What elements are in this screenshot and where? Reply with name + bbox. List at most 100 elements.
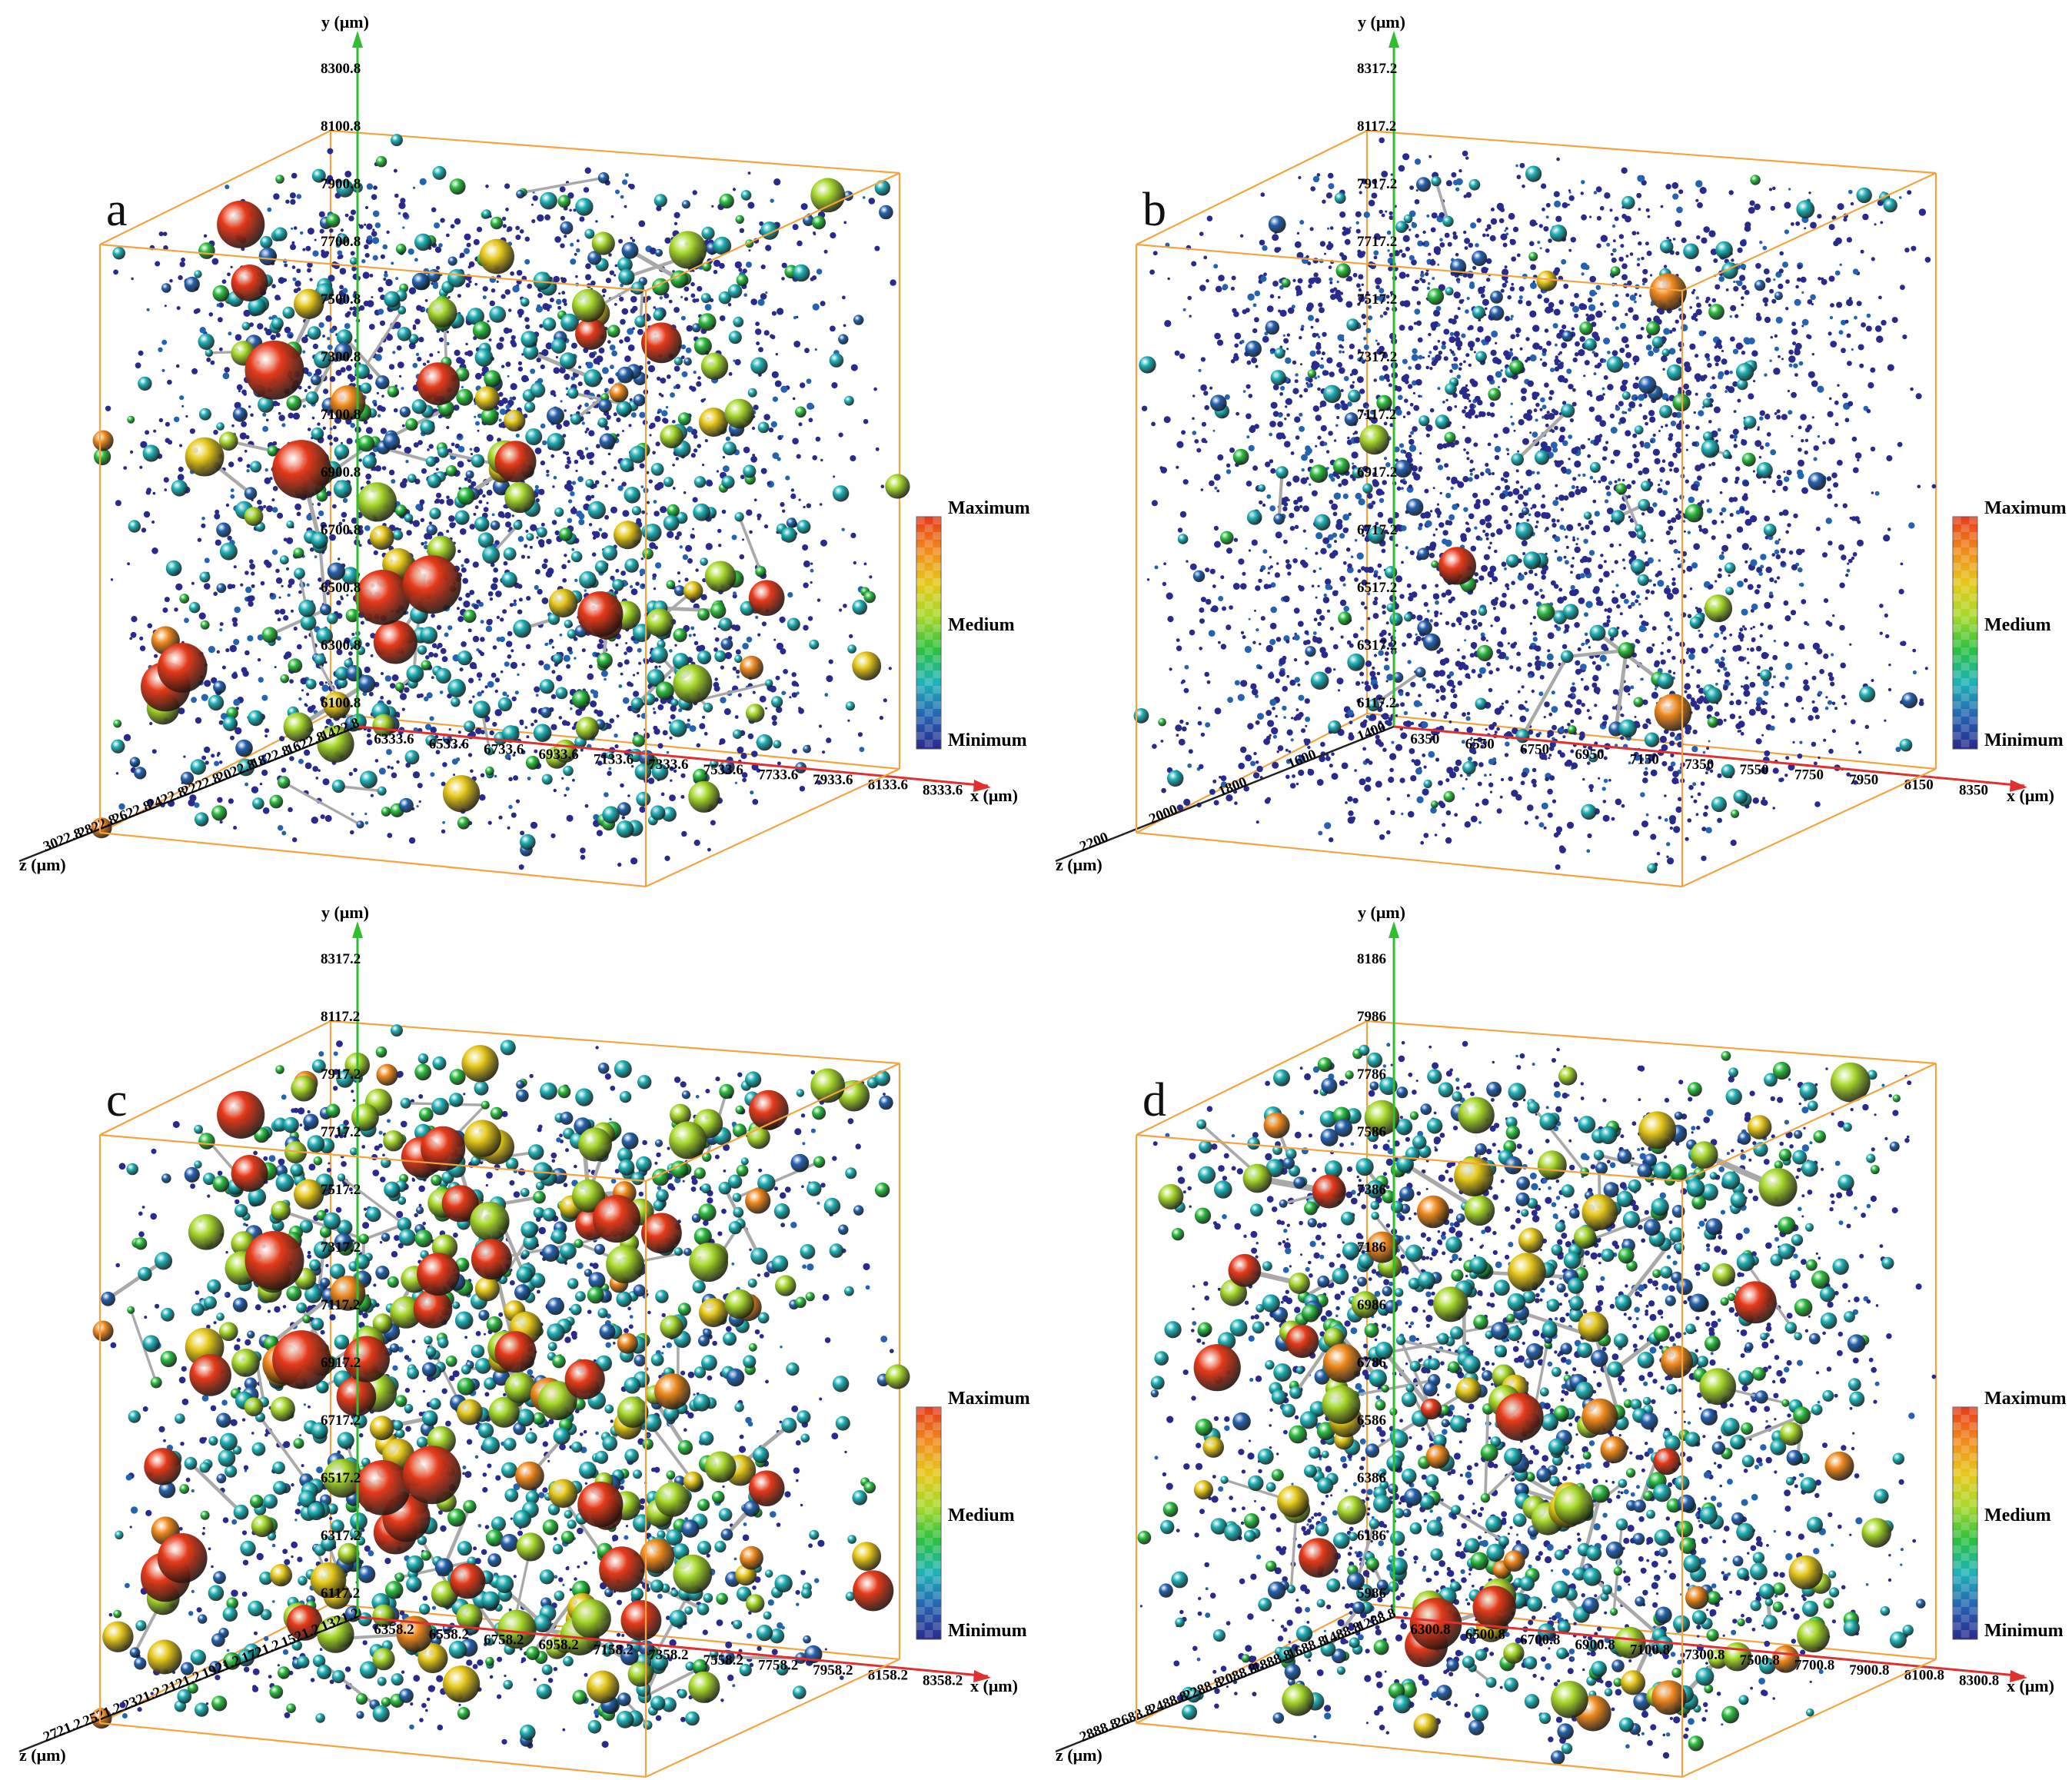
pore-dot: [1797, 469, 1803, 476]
panel-b: y (μm) 8317.2 8117.2 7917.2 7717.2 7517.2 7317…: [1036, 0, 2072, 890]
pore-dot: [510, 661, 518, 670]
pore-sphere: [879, 205, 893, 220]
pore-dot: [1801, 599, 1807, 604]
pore-dot: [652, 451, 656, 455]
pore-sphere: [282, 306, 295, 319]
pore-dot: [265, 561, 272, 568]
pore-dot: [1500, 369, 1503, 372]
pore-dot: [1651, 691, 1658, 699]
pore-dot: [416, 694, 421, 699]
pore-sphere: [392, 530, 404, 541]
pore-dot: [672, 420, 676, 424]
colorbar-checker: [916, 563, 925, 571]
pore-dot: [429, 716, 434, 721]
panel-letter: a: [106, 184, 128, 236]
pore-sphere: [560, 352, 577, 370]
pore-dot: [696, 381, 702, 387]
pore-sphere: [349, 637, 362, 650]
pore-dot: [614, 264, 618, 268]
pore-dot: [630, 308, 636, 314]
pore-sphere: [650, 805, 666, 820]
pore-dot: [1349, 720, 1353, 724]
pore-dot: [759, 221, 764, 226]
pore-dot: [1238, 558, 1245, 565]
pore-sphere: [199, 571, 211, 583]
colorbar-checker: [924, 524, 933, 532]
pore-dot: [436, 265, 441, 270]
pore-dot: [803, 582, 809, 588]
pore-dot: [1262, 335, 1269, 343]
pore-dot: [530, 203, 534, 206]
pore-dot: [1642, 268, 1648, 274]
pore-dot: [260, 581, 265, 586]
pore-dot: [191, 581, 195, 585]
pore-dot: [604, 514, 610, 520]
pore-dot: [655, 441, 660, 447]
pore-dot: [519, 720, 524, 726]
pore-dot: [1764, 750, 1771, 757]
pore-dot: [1642, 467, 1650, 474]
pore-dot: [1714, 362, 1719, 367]
pore-dot: [720, 697, 727, 704]
pore-sphere: [750, 357, 768, 374]
pore-dot: [1420, 840, 1425, 845]
pore-sphere: [316, 627, 333, 645]
pore-sphere: [278, 776, 291, 789]
pore-dot: [875, 447, 880, 451]
panel-a-svg: y (μm)8300.88100.87900.87700.87500.87300…: [18, 12, 1030, 888]
pore-sphere: [311, 168, 326, 183]
pore-dot: [536, 536, 539, 539]
pore-dot: [567, 560, 570, 564]
pore-dot: [1581, 703, 1585, 707]
pore-dot: [787, 592, 793, 598]
pore-dot: [1580, 444, 1586, 450]
pore-dot: [221, 665, 226, 670]
pore-sphere: [734, 654, 743, 664]
pore-sphere: [548, 588, 578, 618]
pore-sphere: [533, 271, 552, 291]
pore-dot: [1294, 241, 1302, 248]
pore-dot: [669, 649, 673, 653]
pore-dot: [1490, 532, 1495, 537]
pore-dot: [318, 211, 325, 218]
pore-dot: [504, 183, 511, 189]
pore-sphere: [372, 714, 395, 737]
pore-dot: [363, 301, 370, 307]
pore-dot: [441, 829, 446, 834]
pore-dot: [1634, 716, 1637, 718]
pore-dot: [734, 261, 742, 269]
pore-dot: [1301, 324, 1305, 328]
pore-dot: [1675, 251, 1680, 256]
pore-dot: [740, 474, 745, 480]
pore-dot: [271, 284, 276, 289]
pore-dot: [561, 291, 566, 295]
pore-sphere: [427, 298, 457, 328]
pore-sphere: [773, 740, 782, 749]
pore-dot: [596, 355, 604, 363]
pore-sphere: [420, 626, 438, 644]
pore-dot: [610, 506, 617, 514]
pore-dot: [1220, 775, 1227, 781]
pore-dot: [1814, 714, 1820, 720]
pore-dot: [317, 422, 321, 426]
pore-dot: [545, 342, 553, 350]
pore-dot: [498, 423, 504, 428]
pore-sphere: [700, 293, 711, 304]
pore-dot: [637, 328, 644, 335]
pore-sphere: [747, 388, 757, 398]
pore-dot: [723, 465, 730, 472]
pore-dot: [296, 268, 301, 274]
pore-dot: [1593, 372, 1597, 376]
pore-dot: [341, 511, 348, 518]
pore-sphere: [530, 382, 546, 398]
pore-dot: [773, 178, 781, 186]
pore-sphere: [874, 180, 891, 196]
colorbar-checker: [924, 632, 933, 640]
pore-dot: [302, 350, 306, 354]
pore-sphere: [323, 691, 351, 719]
pore-dot: [395, 277, 399, 281]
pore-dot: [760, 467, 767, 474]
pore-dot: [693, 371, 697, 374]
pore-dot: [535, 694, 539, 697]
